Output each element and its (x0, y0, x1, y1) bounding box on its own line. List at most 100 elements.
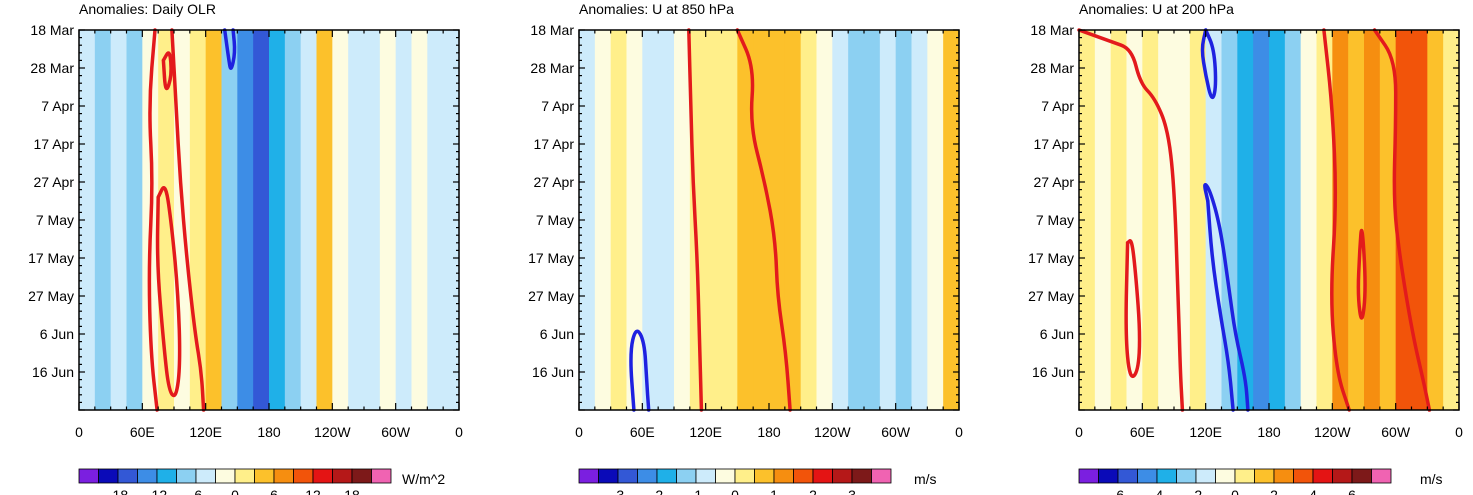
colorbar-tick-label: 6 (1348, 487, 1356, 495)
heat-column (674, 30, 691, 410)
heat-column (800, 30, 818, 410)
y-tick-label: 17 May (1028, 250, 1074, 266)
colorbar-swatch (1156, 468, 1177, 484)
heat-column (658, 30, 675, 410)
colorbar-swatch (1078, 468, 1099, 484)
colorbar-tick-label: 4 (1309, 487, 1317, 495)
y-tick-label: 17 Apr (34, 136, 75, 152)
colorbar-u200: -6 -4 -2 0 2 4 6 (1078, 468, 1392, 495)
heat-column (626, 30, 643, 410)
heat-column (1284, 30, 1302, 410)
colorbar-tick-label: 0 (731, 487, 739, 495)
contour-positive (1372, 28, 1432, 412)
colorbar-tick-label: 2 (1270, 487, 1278, 495)
x-tick-label: 180 (757, 424, 781, 440)
contours-olr (147, 28, 237, 412)
heat-column (753, 30, 770, 410)
heat-column (1427, 30, 1444, 410)
heat-column (1332, 30, 1349, 410)
colorbar-swatch (773, 468, 794, 484)
colorbar-tick-label: 6 (270, 487, 278, 495)
colorbar-swatch (1215, 468, 1236, 484)
colorbar-swatch (1176, 468, 1197, 484)
y-tick-label: 27 Apr (534, 174, 575, 190)
panel-title-u850: Anomalies: U at 850 hPa (579, 1, 734, 17)
x-tick-label: 180 (1257, 424, 1281, 440)
heat-column (395, 30, 413, 410)
y-tick-label: 28 Mar (530, 60, 574, 76)
colorbar-swatch (598, 468, 619, 484)
colorbar-swatch (1351, 468, 1372, 484)
colorbar-swatch (1312, 468, 1333, 484)
heat-column (1411, 30, 1428, 410)
heat-column (221, 30, 238, 410)
colorbar-tick-label: 18 (344, 487, 360, 495)
colorbar-swatch (734, 468, 755, 484)
heat-column (1348, 30, 1365, 410)
colorbar-tick-label: -2 (651, 487, 664, 495)
x-tick-label: 0 (75, 424, 83, 440)
colorbar-swatch (371, 468, 392, 484)
colorbar-swatch (617, 468, 638, 484)
heat-column (1364, 30, 1381, 410)
contour-positive (1124, 239, 1142, 379)
colorbar-swatch (578, 468, 599, 484)
panel-olr: Anomalies: Daily OLR 18 Mar 28 Mar 7 Apr 17… (28, 1, 463, 495)
contour-negative (1206, 199, 1235, 412)
heat-column (1253, 30, 1270, 410)
colorbar-tick-label: 12 (305, 487, 321, 495)
x-tick-label: 0 (1075, 424, 1083, 440)
colorbar-swatch (793, 468, 814, 484)
colorbar-swatch (1137, 468, 1158, 484)
colorbar-swatch (78, 468, 99, 484)
heat-column (579, 30, 596, 410)
y-tick-label: 16 Jun (532, 364, 574, 380)
heat-column (379, 30, 397, 410)
heat-column (1316, 30, 1333, 410)
colorbar-tick-label: 1 (770, 487, 778, 495)
x-axis-u200: 0 60E 120E 180 120W 60W 0 (1075, 30, 1463, 440)
heat-column (610, 30, 628, 410)
heat-column (332, 30, 349, 410)
y-tick-label: 7 May (36, 212, 74, 228)
heat-column (1443, 30, 1460, 410)
y-tick-label: 7 Apr (41, 98, 74, 114)
colorbar-u850: -3 -2 -1 0 1 2 3 (578, 468, 892, 495)
colorbar-units-u200: m/s (1420, 471, 1443, 487)
heat-column (864, 30, 881, 410)
colorbar-tick-label: 0 (231, 487, 239, 495)
heat-column (284, 30, 302, 410)
y-tick-label: 16 Jun (1032, 364, 1074, 380)
colorbar-swatch (156, 468, 177, 484)
panel-title-u200: Anomalies: U at 200 hPa (1079, 1, 1234, 17)
colorbar-swatch (176, 468, 197, 484)
y-tick-label: 16 Jun (32, 364, 74, 380)
contour-positive (735, 28, 792, 412)
colorbar-swatch (195, 468, 216, 484)
heat-column (94, 30, 112, 410)
contour-positive (1322, 28, 1351, 412)
colorbar-olr: -18 -12 -6 0 6 12 18 (78, 468, 392, 495)
y-tick-label: 17 May (528, 250, 574, 266)
y-tick-label: 17 Apr (534, 136, 575, 152)
colorbar-units-olr: W/m^2 (402, 471, 445, 487)
x-tick-label: 0 (575, 424, 583, 440)
x-tick-label: 120E (189, 424, 222, 440)
contour-negative (1200, 28, 1218, 100)
contour-positive (147, 28, 159, 412)
contour-positive (1077, 28, 1185, 412)
heat-column (300, 30, 318, 410)
heat-column (1158, 30, 1175, 410)
x-tick-label: 180 (257, 424, 281, 440)
colorbar-swatch (293, 468, 314, 484)
heat-column (1395, 30, 1413, 410)
x-tick-label: 0 (1455, 424, 1463, 440)
heat-column (316, 30, 333, 410)
colorbar-tick-label: -3 (612, 487, 625, 495)
colorbar-swatch (1254, 468, 1275, 484)
x-tick-label: 120W (814, 424, 851, 440)
colorbar-swatch (851, 468, 872, 484)
x-tick-label: 120W (314, 424, 351, 440)
y-tick-label: 28 Mar (1030, 60, 1074, 76)
heat-column (411, 30, 428, 410)
